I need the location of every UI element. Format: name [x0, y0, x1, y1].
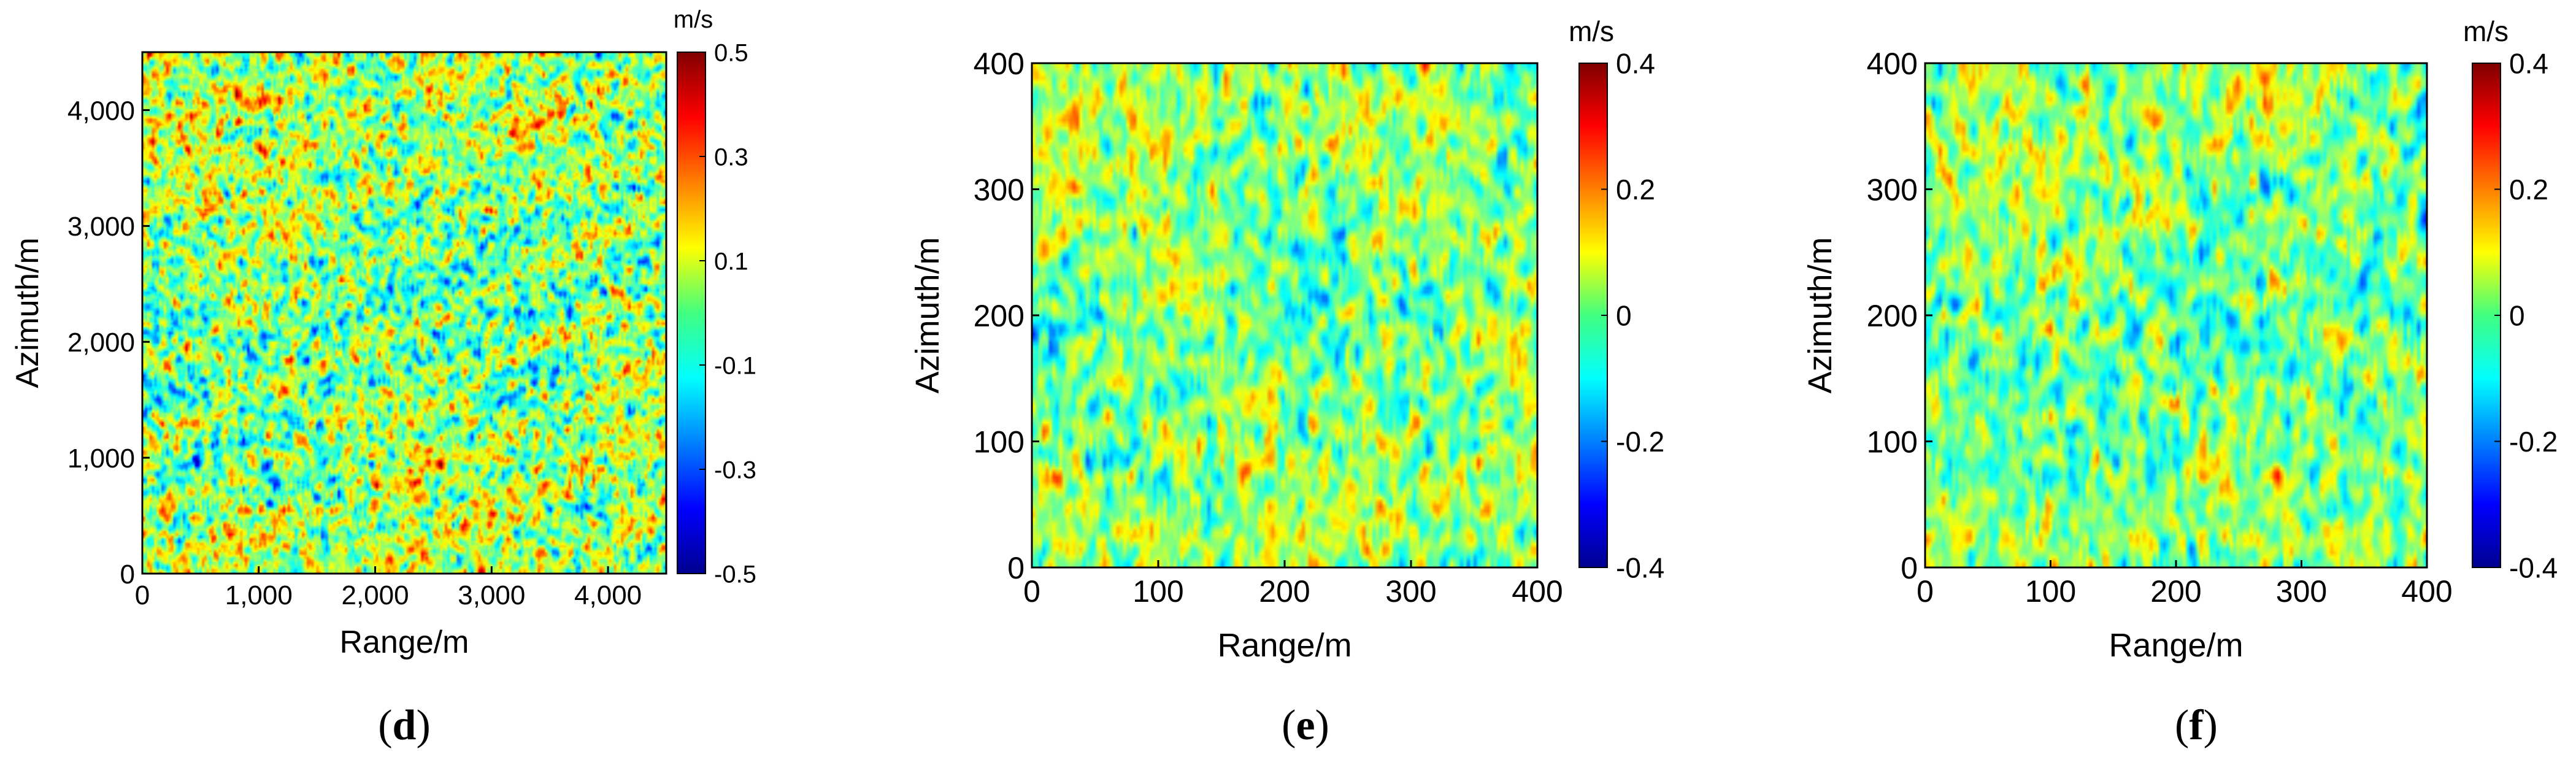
colorbar-tick-label: 0.2 [1616, 174, 1655, 206]
colorbar-tick-label: 0.4 [1616, 48, 1655, 80]
x-tick-label: 1,000 [225, 580, 293, 610]
heatmap-d [141, 51, 667, 575]
colorbar-d-gradient [677, 52, 706, 574]
ylabel-e: Azimuth/m [909, 237, 946, 393]
xticks-e: 0 100 200 300 400 [1023, 560, 1563, 609]
heatmap-e-image [1032, 63, 1537, 567]
panel-f: 0 100 200 300 400 0 100 200 300 400 Range/m Azim… [1802, 15, 2558, 749]
colorbar-tick-label: -0.2 [2509, 426, 2558, 458]
y-tick-label: 300 [1867, 173, 1918, 207]
ylabel-d: Azimuth/m [10, 237, 45, 388]
colorbar-tick-label: 0 [1616, 300, 1632, 332]
x-tick-label: 0 [1917, 574, 1934, 609]
x-tick-label: 300 [1385, 574, 1436, 609]
x-tick-label: 0 [135, 580, 150, 610]
x-tick-label: 0 [1023, 574, 1040, 609]
y-tick-label: 100 [974, 425, 1025, 459]
panel-e: 0 100 200 300 400 0 100 200 300 400 Range/m Azim… [909, 15, 1664, 749]
plot-frame-d [141, 51, 667, 575]
colorbar-tick-label: 0.2 [2509, 174, 2548, 206]
yticks-e: 0 100 200 300 400 [974, 47, 1039, 585]
y-tick-label: 400 [974, 47, 1025, 81]
panel-label-e: (e) [1282, 702, 1329, 749]
xlabel-d: Range/m [340, 625, 469, 660]
y-tick-label: 3,000 [67, 212, 135, 242]
colorbar-d: m/s -0.5 -0.3 -0.1 0.1 0.3 0.5 [674, 6, 756, 588]
colorbar-tick-label: -0.4 [2509, 552, 2558, 584]
colorbar-tick-label: -0.2 [1616, 426, 1664, 458]
heatmap-f [1924, 62, 2428, 569]
heatmap-e [1031, 62, 1539, 569]
y-tick-label: 300 [974, 173, 1025, 207]
colorbar-tick-label: -0.5 [714, 561, 756, 588]
panel-label-d-letter: d [393, 702, 417, 749]
panel-label-e-letter: e [1296, 702, 1315, 749]
yticks-d: 0 1,000 2,000 3,000 4,000 [67, 96, 150, 590]
ylabel-f: Azimuth/m [1802, 237, 1839, 393]
colorbar-e-ticks: -0.4 -0.2 0 0.2 0.4 [1601, 48, 1664, 584]
panel-label-d: (d) [378, 702, 431, 749]
y-tick-label: 0 [120, 559, 135, 590]
colorbar-tick-label: 0.4 [2509, 48, 2548, 80]
y-tick-label: 200 [974, 299, 1025, 333]
y-tick-label: 2,000 [67, 328, 135, 358]
colorbar-e: m/s -0.4 -0.2 0 0.2 0.4 [1569, 15, 1664, 584]
yticks-f: 0 100 200 300 400 [1867, 47, 1932, 585]
colorbar-tick-label: 0.1 [714, 248, 748, 275]
x-tick-label: 2,000 [342, 580, 409, 610]
x-tick-label: 200 [1259, 574, 1310, 609]
y-tick-label: 0 [1007, 551, 1025, 585]
panel-label-f: (f) [2175, 702, 2218, 749]
panel-label-f-letter: f [2189, 702, 2204, 749]
y-tick-label: 4,000 [67, 96, 135, 126]
panel-d: 0 1,000 2,000 3,000 4,000 0 1,000 2,000 3,000 4,… [10, 6, 756, 749]
heatmap-f-image [1925, 63, 2427, 567]
colorbar-tick-label: 0.5 [714, 39, 748, 66]
xticks-d: 0 1,000 2,000 3,000 4,000 [135, 566, 642, 610]
y-tick-label: 0 [1901, 551, 1918, 585]
x-tick-label: 400 [2401, 574, 2452, 609]
colorbar-tick-label: 0.3 [714, 144, 748, 171]
colorbar-tick-label: -0.3 [714, 456, 756, 483]
colorbar-d-unit: m/s [674, 6, 713, 33]
colorbar-e-unit: m/s [1569, 15, 1614, 47]
y-tick-label: 200 [1867, 299, 1918, 333]
colorbar-tick-label: -0.4 [1616, 552, 1664, 584]
x-tick-label: 200 [2150, 574, 2201, 609]
x-tick-label: 300 [2276, 574, 2327, 609]
x-tick-label: 100 [2025, 574, 2076, 609]
y-tick-label: 400 [1867, 47, 1918, 81]
colorbar-tick-label: 0 [2509, 300, 2525, 332]
colorbar-f-ticks: -0.4 -0.2 0 0.2 0.4 [2494, 48, 2558, 584]
x-tick-label: 400 [1512, 574, 1563, 609]
colorbar-f-unit: m/s [2463, 15, 2509, 47]
heatmap-d-image [142, 52, 666, 574]
x-tick-label: 100 [1132, 574, 1183, 609]
xlabel-f: Range/m [2109, 627, 2243, 664]
y-tick-label: 1,000 [67, 444, 135, 474]
colorbar-f: m/s -0.4 -0.2 0 0.2 0.4 [2463, 15, 2558, 584]
xticks-f: 0 100 200 300 400 [1917, 560, 2453, 609]
colorbar-d-ticks: -0.5 -0.3 -0.1 0.1 0.3 0.5 [699, 39, 756, 588]
y-tick-label: 100 [1867, 425, 1918, 459]
x-tick-label: 3,000 [458, 580, 525, 610]
x-tick-label: 4,000 [574, 580, 642, 610]
colorbar-tick-label: -0.1 [714, 352, 756, 379]
xlabel-e: Range/m [1217, 627, 1351, 664]
